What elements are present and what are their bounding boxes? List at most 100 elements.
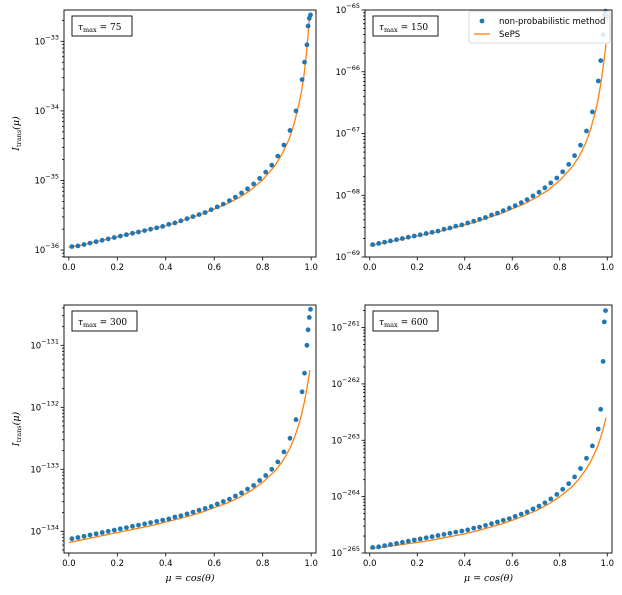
data-point (447, 225, 453, 231)
x-tick-label: 0.6 (207, 263, 221, 273)
data-point (598, 406, 604, 412)
data-point (459, 222, 465, 228)
data-point (411, 233, 417, 239)
data-point (281, 449, 287, 455)
data-point (560, 486, 566, 492)
x-tick-label: 0.2 (410, 263, 424, 273)
data-point (495, 519, 500, 525)
data-point (136, 522, 141, 528)
data-point (245, 186, 250, 192)
x-tick-label: 0.0 (363, 559, 377, 569)
y-tick-label: 10−134 (30, 523, 59, 537)
data-point (69, 536, 75, 542)
data-point (93, 239, 99, 245)
y-tick-label: 10−265 (331, 545, 360, 559)
data-point (227, 496, 232, 502)
x-tick-label: 0.4 (159, 263, 173, 273)
data-point (598, 58, 604, 63)
data-point (595, 78, 601, 84)
data-point (117, 233, 123, 239)
plot-frame (364, 304, 613, 554)
data-point (227, 198, 232, 204)
data-point (405, 234, 411, 240)
data-point (429, 534, 435, 540)
data-point (471, 525, 477, 531)
data-point (524, 197, 530, 203)
data-point (370, 242, 376, 248)
data-point (287, 127, 293, 133)
data-point (75, 243, 81, 249)
data-point (105, 236, 111, 242)
data-point (600, 359, 606, 364)
data-point (500, 208, 506, 214)
data-point (178, 513, 184, 519)
data-point (304, 42, 310, 48)
legend-label-line: SePS (499, 30, 520, 40)
data-point (257, 176, 263, 181)
x-tick-label: 1.0 (600, 263, 614, 273)
panel-annotation: τmax = 75 (71, 15, 133, 37)
data-point (196, 212, 202, 218)
data-point (554, 492, 560, 497)
data-point (87, 240, 93, 246)
data-point (572, 153, 577, 159)
data-point (124, 232, 129, 238)
data-point (477, 524, 482, 530)
panel-annotation: τmax = 600 (372, 310, 439, 332)
data-point (269, 162, 275, 168)
x-tick-label: 0.0 (363, 263, 377, 273)
data-point (166, 221, 172, 227)
data-point (124, 525, 129, 530)
annotation-box (71, 310, 138, 332)
data-point (441, 226, 447, 232)
data-point (299, 389, 305, 395)
data-point (483, 523, 488, 528)
data-point (299, 77, 305, 82)
data-point (233, 493, 238, 499)
data-point (459, 528, 465, 534)
y-tick-label: 10−132 (30, 399, 59, 413)
data-point (423, 535, 429, 541)
data-point (603, 308, 608, 313)
x-tick-label: 0.8 (256, 263, 270, 273)
x-tick-label: 0.8 (553, 263, 567, 273)
data-point (465, 220, 471, 226)
data-point (500, 517, 506, 523)
seps-line (68, 369, 311, 544)
data-point (305, 23, 311, 29)
legend: non-probabilistic method SePS (468, 10, 611, 44)
data-point (263, 169, 269, 175)
data-point (465, 527, 471, 533)
data-point (435, 228, 441, 234)
data-point (220, 201, 226, 207)
data-point (530, 193, 536, 199)
y-tick-label: 10−65 (335, 2, 360, 16)
data-point (111, 235, 117, 240)
chart-panel-3: 0.0 0.2 0.4 0.6 0.8 1.0 10−134 10−133 10−132 10−1… (11, 304, 318, 584)
data-point (590, 109, 595, 115)
data-point (281, 142, 287, 148)
data-point (524, 509, 530, 515)
data-point (269, 466, 275, 472)
data-point (190, 509, 196, 515)
data-point (166, 516, 172, 522)
data-point (566, 481, 572, 487)
annotation-box (372, 15, 439, 37)
panel-annotation-text: τmax = 75 (78, 23, 122, 34)
legend-box (468, 10, 611, 44)
y-tick-label: 10−68 (335, 187, 360, 201)
data-point (394, 237, 399, 243)
plot-frame (63, 304, 317, 554)
data-point (506, 516, 512, 521)
y-tick-label: 10−69 (335, 249, 360, 263)
data-point (160, 224, 166, 229)
data-point (536, 189, 542, 195)
data-point (142, 228, 148, 234)
y-axis-label: Itrans(μ) (11, 411, 23, 447)
data-point (595, 426, 601, 432)
chart-panel-4: 0.0 0.2 0.4 0.6 0.8 1.0 10−265 10−264 10−263 10−2… (331, 304, 614, 584)
data-point (202, 506, 208, 511)
data-point (584, 455, 589, 461)
data-point (154, 225, 160, 231)
data-point (111, 527, 117, 533)
